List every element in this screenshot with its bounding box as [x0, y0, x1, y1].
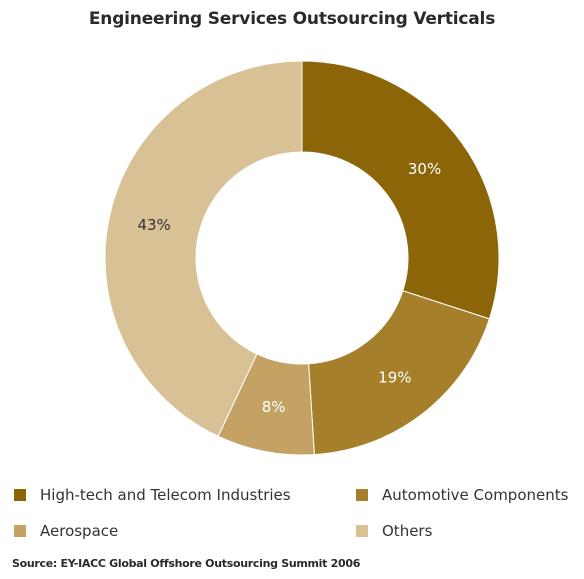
- slice-high-tech: [301, 60, 500, 320]
- slice-others: [104, 60, 303, 437]
- slice-automotive: [308, 290, 490, 456]
- slice-label-aerospace: 8%: [262, 398, 286, 416]
- legend-swatch-aerospace: [14, 525, 26, 537]
- legend-label-others: Others: [382, 522, 433, 540]
- legend-item-others: Others: [356, 522, 432, 540]
- legend-swatch-others: [356, 525, 368, 537]
- chart-title: Engineering Services Outsourcing Vertica…: [88, 9, 496, 29]
- slice-labels: 30% 19% 8% 43%: [137, 160, 441, 416]
- donut-chart: 30% 19% 8% 43%: [104, 60, 500, 456]
- legend-label-automotive: Automotive Components: [382, 486, 569, 504]
- legend-item-aerospace: Aerospace: [14, 522, 118, 540]
- legend-swatch-high-tech: [14, 489, 26, 501]
- legend-item-high-tech: High-tech and Telecom Industries: [14, 486, 291, 504]
- legend-swatch-automotive: [356, 489, 368, 501]
- legend-item-automotive: Automotive Components: [356, 486, 568, 504]
- legend-label-aerospace: Aerospace: [40, 522, 119, 540]
- donut-slices: [104, 60, 500, 456]
- legend-label-high-tech: High-tech and Telecom Industries: [40, 486, 291, 504]
- source-note: Source: EY-IACC Global Offshore Outsourc…: [12, 557, 361, 570]
- slice-label-automotive: 19%: [378, 369, 411, 387]
- slice-label-high-tech: 30%: [408, 160, 441, 178]
- slice-label-others: 43%: [137, 216, 170, 234]
- legend: High-tech and Telecom Industries Automot…: [0, 486, 584, 546]
